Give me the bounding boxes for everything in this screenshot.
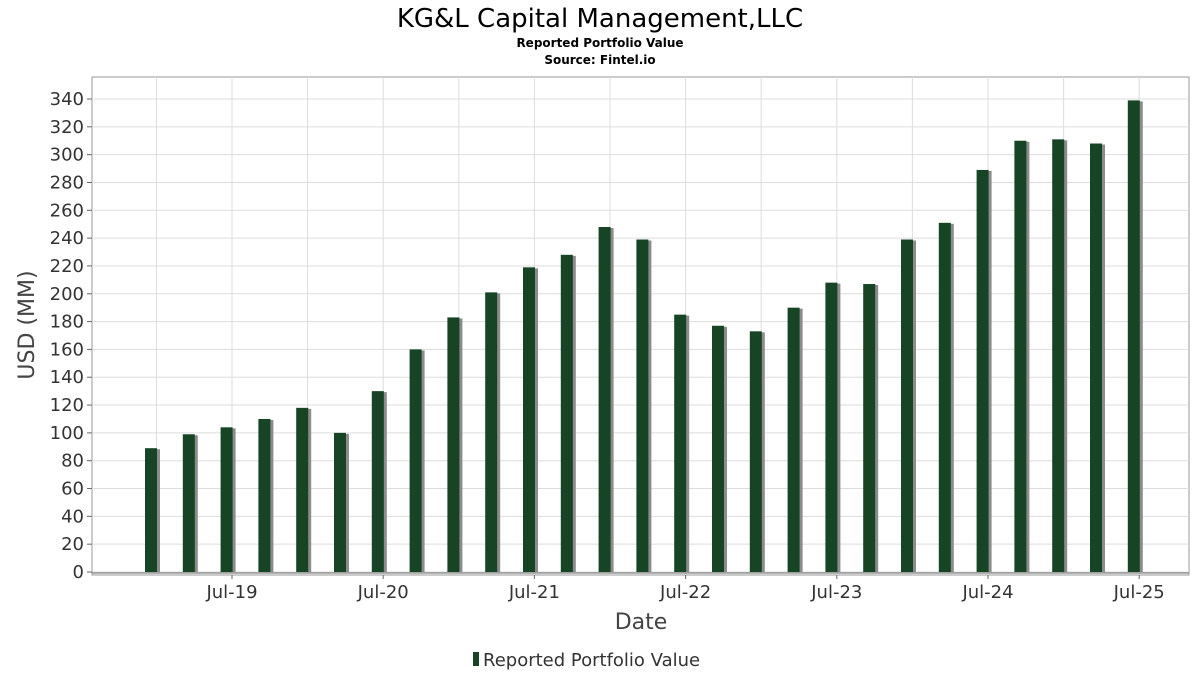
x-tick-label: Jul-23 xyxy=(810,582,862,603)
bar xyxy=(1014,140,1027,572)
bar xyxy=(636,239,649,572)
y-tick-label: 340 xyxy=(50,89,84,110)
bar xyxy=(1090,143,1102,573)
chart-title: KG&L Capital Management,LLC xyxy=(397,4,803,34)
y-tick-label: 140 xyxy=(50,367,84,388)
legend: Reported Portfolio Value xyxy=(473,650,700,671)
x-tick-label: Jul-24 xyxy=(961,582,1013,603)
bar xyxy=(938,222,951,573)
bar xyxy=(598,226,611,573)
bar xyxy=(485,292,498,572)
y-tick-label: 20 xyxy=(61,534,84,555)
y-tick-label: 100 xyxy=(50,423,84,444)
y-tick-label: 0 xyxy=(73,562,84,583)
bars xyxy=(145,100,1143,573)
bar xyxy=(976,169,989,572)
bar xyxy=(749,331,762,572)
y-tick-label: 220 xyxy=(50,256,84,277)
y-tick-label: 40 xyxy=(61,506,84,527)
bar xyxy=(560,254,573,572)
bar xyxy=(674,314,687,572)
x-tick-label: Jul-25 xyxy=(1113,582,1165,603)
chart-subtitle: Reported Portfolio Value xyxy=(516,36,683,50)
bar xyxy=(447,317,460,572)
legend-label: Reported Portfolio Value xyxy=(483,650,700,671)
plot-area xyxy=(91,76,1190,576)
bar xyxy=(901,239,913,572)
y-tick-label: 80 xyxy=(61,451,84,472)
y-tick-label: 320 xyxy=(50,117,84,138)
x-tick-label: Jul-20 xyxy=(357,582,409,603)
y-tick-label: 180 xyxy=(50,312,84,333)
bar xyxy=(1052,139,1065,572)
bar xyxy=(296,407,309,572)
bar xyxy=(1127,100,1140,572)
bar xyxy=(258,418,271,572)
y-axis-title: USD (MM) xyxy=(15,270,40,379)
bar xyxy=(825,282,838,572)
y-tick-label: 120 xyxy=(50,395,84,416)
bar xyxy=(863,284,876,572)
bar xyxy=(787,307,800,572)
y-axis-ticks: 0 20 40 60 80 100 120 140 160 180 200 220 240 260 280 3… xyxy=(50,89,92,583)
y-tick-label: 60 xyxy=(61,479,84,500)
y-tick-label: 300 xyxy=(50,145,84,166)
y-tick-label: 240 xyxy=(50,228,84,249)
y-tick-label: 160 xyxy=(50,339,84,360)
bar xyxy=(334,432,346,572)
x-tick-label: Jul-22 xyxy=(659,582,711,603)
y-tick-label: 200 xyxy=(50,284,84,305)
x-axis-title: Date xyxy=(615,610,668,635)
bar xyxy=(220,427,233,572)
bar xyxy=(371,391,384,572)
x-tick-label: Jul-19 xyxy=(205,582,257,603)
y-tick-label: 280 xyxy=(50,172,84,193)
legend-swatch xyxy=(473,652,479,666)
bar xyxy=(409,349,422,572)
bar xyxy=(182,434,195,572)
bar xyxy=(145,448,157,572)
x-axis-ticks: Jul-19 Jul-20 Jul-21 Jul-22 Jul-23 Jul-24 Jul-… xyxy=(205,575,1165,603)
x-tick-label: Jul-21 xyxy=(508,582,560,603)
chart-source: Source: Fintel.io xyxy=(544,53,655,67)
bar xyxy=(523,267,535,572)
y-tick-label: 260 xyxy=(50,200,84,221)
bar xyxy=(712,325,724,572)
